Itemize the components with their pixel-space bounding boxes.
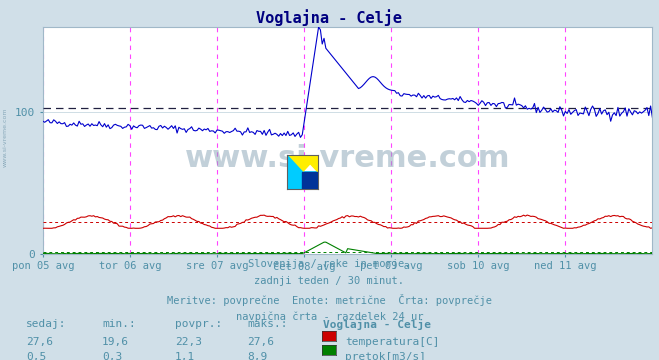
Text: povpr.:: povpr.: (175, 319, 222, 329)
Polygon shape (287, 155, 302, 189)
Text: navpična črta - razdelek 24 ur: navpična črta - razdelek 24 ur (236, 311, 423, 321)
Text: 8,9: 8,9 (247, 352, 268, 360)
Text: www.si-vreme.com: www.si-vreme.com (185, 144, 510, 173)
Text: www.si-vreme.com: www.si-vreme.com (3, 107, 8, 167)
Text: min.:: min.: (102, 319, 136, 329)
Text: Voglajna - Celje: Voglajna - Celje (323, 319, 431, 330)
Text: Meritve: povprečne  Enote: metrične  Črta: povprečje: Meritve: povprečne Enote: metrične Črta:… (167, 294, 492, 306)
Polygon shape (287, 155, 318, 172)
Text: 22,3: 22,3 (175, 337, 202, 347)
Text: zadnji teden / 30 minut.: zadnji teden / 30 minut. (254, 276, 405, 287)
Text: 0,5: 0,5 (26, 352, 47, 360)
Text: 27,6: 27,6 (26, 337, 53, 347)
Text: 0,3: 0,3 (102, 352, 123, 360)
Text: pretok[m3/s]: pretok[m3/s] (345, 352, 426, 360)
Polygon shape (287, 172, 318, 189)
Polygon shape (302, 172, 318, 189)
Text: 19,6: 19,6 (102, 337, 129, 347)
Text: Voglajna - Celje: Voglajna - Celje (256, 9, 403, 26)
Text: Slovenija / reke in morje.: Slovenija / reke in morje. (248, 259, 411, 269)
Text: sedaj:: sedaj: (26, 319, 67, 329)
Polygon shape (302, 155, 318, 172)
Text: 1,1: 1,1 (175, 352, 195, 360)
Text: temperatura[C]: temperatura[C] (345, 337, 440, 347)
Text: maks.:: maks.: (247, 319, 287, 329)
Text: 27,6: 27,6 (247, 337, 274, 347)
